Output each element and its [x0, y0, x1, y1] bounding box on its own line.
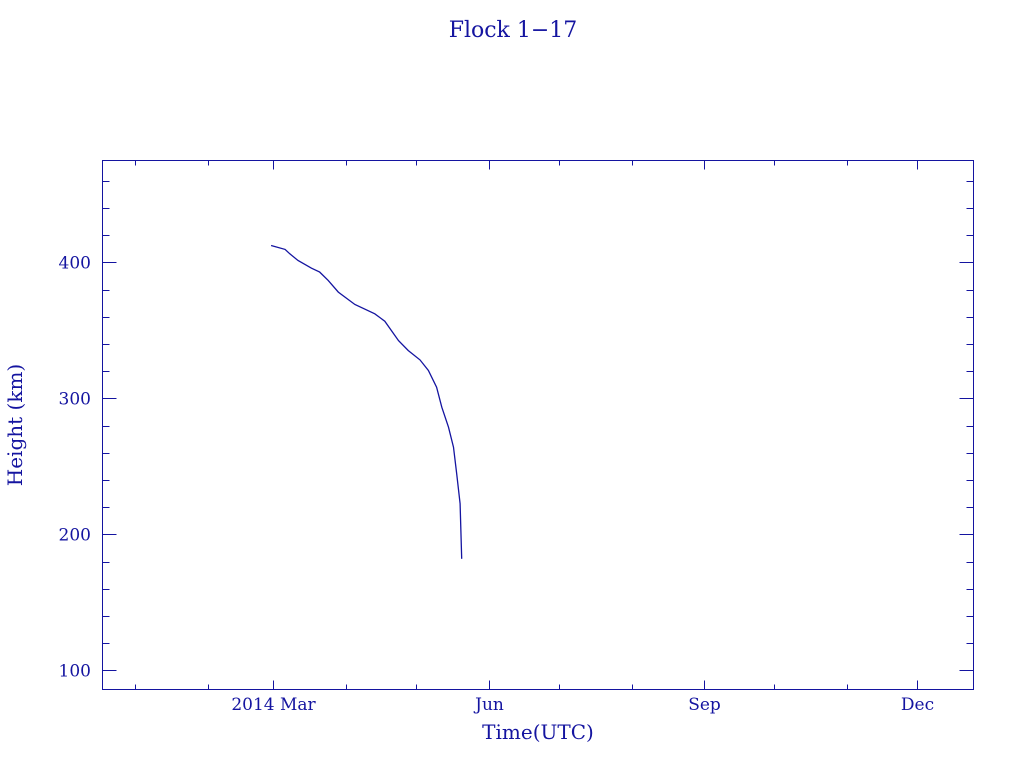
y-axis-label: Height (km) — [3, 364, 27, 486]
y-tick-label: 200 — [59, 525, 91, 545]
axis-ticks — [102, 160, 974, 690]
tick-labels: 2014 Mar Jun Sep Dec 100 200 300 400 — [59, 253, 935, 715]
plot-frame — [102, 160, 974, 690]
x-tick-label: Jun — [473, 695, 504, 715]
x-tick-label: Dec — [901, 695, 934, 715]
y-tick-label: 400 — [59, 253, 91, 273]
chart-title: Flock 1−17 — [449, 18, 578, 43]
y-tick-label: 300 — [59, 389, 91, 409]
x-tick-label: Sep — [688, 695, 721, 715]
x-tick-label: 2014 Mar — [231, 695, 316, 715]
series-line — [270, 244, 463, 559]
y-tick-label: 100 — [59, 661, 91, 681]
x-axis-label: Time(UTC) — [482, 720, 594, 744]
